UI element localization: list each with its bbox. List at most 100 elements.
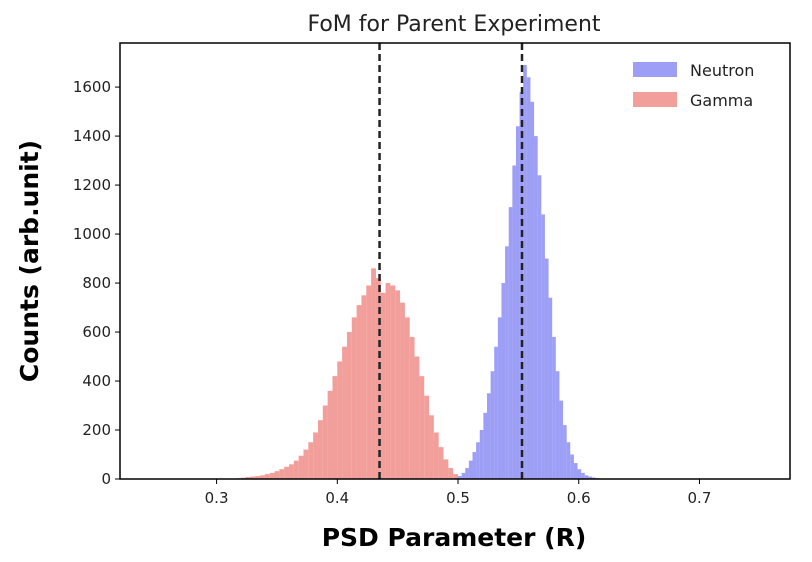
legend-swatch-neutron <box>633 62 677 77</box>
bar-neutron <box>483 412 487 479</box>
x-tick-label: 0.7 <box>688 489 712 507</box>
bar-neutron <box>563 425 567 479</box>
bar-neutron <box>490 371 495 479</box>
bar-neutron <box>508 207 513 479</box>
series-neutron <box>454 65 607 480</box>
bar-neutron <box>523 65 527 479</box>
bar-gamma <box>327 390 333 479</box>
bar-gamma <box>298 455 304 479</box>
bar-gamma <box>293 460 299 479</box>
bar-neutron <box>548 297 553 479</box>
bar-gamma <box>337 361 343 479</box>
series-gamma <box>235 268 459 479</box>
bar-gamma <box>346 332 352 479</box>
bar-neutron <box>577 469 582 479</box>
bar-neutron <box>515 126 520 480</box>
bar-neutron <box>505 246 509 479</box>
bar-neutron <box>537 175 542 480</box>
bar-neutron <box>526 77 531 479</box>
bar-gamma <box>400 302 405 479</box>
bar-gamma <box>313 432 318 479</box>
y-tick-label: 1200 <box>73 176 111 194</box>
y-tick-label: 600 <box>82 323 111 341</box>
bar-gamma <box>371 268 376 479</box>
bar-neutron <box>476 442 480 479</box>
bar-gamma <box>245 477 251 479</box>
bar-gamma <box>274 471 280 479</box>
bar-neutron <box>570 454 574 479</box>
y-tick-label: 1400 <box>73 127 111 145</box>
bar-gamma <box>419 376 425 479</box>
bar-neutron <box>512 165 516 479</box>
bar-gamma <box>356 305 362 479</box>
bar-neutron <box>472 452 477 479</box>
legend-label-gamma: Gamma <box>690 91 753 110</box>
bar-gamma <box>453 474 459 479</box>
bar-neutron <box>494 346 498 479</box>
legend-label-neutron: Neutron <box>690 61 754 80</box>
bar-gamma <box>390 285 396 479</box>
bar-neutron <box>584 475 589 479</box>
bar-neutron <box>552 336 556 479</box>
bar-neutron <box>588 476 593 479</box>
bar-gamma <box>438 447 444 479</box>
axis-ticks: 0.3 0.4 0.5 0.6 0.7 0 200 400 600 800 1000 1200 1400… <box>73 78 712 507</box>
x-tick-label: 0.5 <box>446 489 470 507</box>
bar-gamma <box>332 376 338 479</box>
bar-neutron <box>501 283 506 479</box>
y-tick-label: 800 <box>82 274 111 292</box>
chart-title: FoM for Parent Experiment <box>307 12 600 37</box>
bar-gamma <box>366 285 372 479</box>
bar-neutron <box>534 136 538 479</box>
bar-gamma <box>429 415 434 479</box>
bar-gamma <box>351 317 357 479</box>
bar-gamma <box>317 420 323 479</box>
bar-gamma <box>260 475 265 479</box>
bar-gamma <box>255 476 261 479</box>
bar-gamma <box>409 336 415 479</box>
bar-gamma <box>264 474 270 479</box>
bar-gamma <box>284 466 290 479</box>
plot-frame <box>119 42 791 480</box>
bar-neutron <box>541 214 545 479</box>
bar-gamma <box>424 395 430 479</box>
x-tick-label: 0.4 <box>325 489 349 507</box>
histogram-bars <box>235 65 607 480</box>
bar-gamma <box>395 290 401 479</box>
y-tick-label: 0 <box>101 470 111 488</box>
y-tick-label: 200 <box>82 421 111 439</box>
bar-gamma <box>361 295 367 479</box>
bar-neutron <box>530 101 535 480</box>
bar-gamma <box>269 472 275 479</box>
bar-gamma <box>289 464 294 479</box>
bar-gamma <box>448 467 454 479</box>
bar-neutron <box>497 317 502 479</box>
bar-neutron <box>555 371 560 479</box>
bar-gamma <box>414 356 420 479</box>
bar-neutron <box>566 442 571 479</box>
bar-neutron <box>461 472 466 479</box>
bar-neutron <box>486 393 491 479</box>
bar-gamma <box>385 283 391 479</box>
bar-gamma <box>322 405 328 479</box>
bar-neutron <box>458 476 462 479</box>
x-axis-label: PSD Parameter (R) <box>322 523 587 552</box>
bar-gamma <box>279 469 285 479</box>
x-tick-label: 0.3 <box>205 489 229 507</box>
bar-gamma <box>308 442 314 479</box>
bar-gamma <box>342 346 347 479</box>
bar-gamma <box>433 432 439 479</box>
legend: Neutron Gamma <box>633 61 754 110</box>
y-tick-label: 400 <box>82 372 111 390</box>
x-tick-label: 0.6 <box>567 489 591 507</box>
legend-swatch-gamma <box>633 92 677 107</box>
bar-neutron <box>468 460 473 479</box>
y-axis-label: Counts (arb.unit) <box>15 140 44 382</box>
bar-neutron <box>559 400 564 479</box>
bar-neutron <box>479 430 484 479</box>
y-tick-label: 1000 <box>73 225 111 243</box>
bar-neutron <box>581 472 585 479</box>
y-tick-label: 1600 <box>73 78 111 96</box>
bar-gamma <box>380 292 386 479</box>
